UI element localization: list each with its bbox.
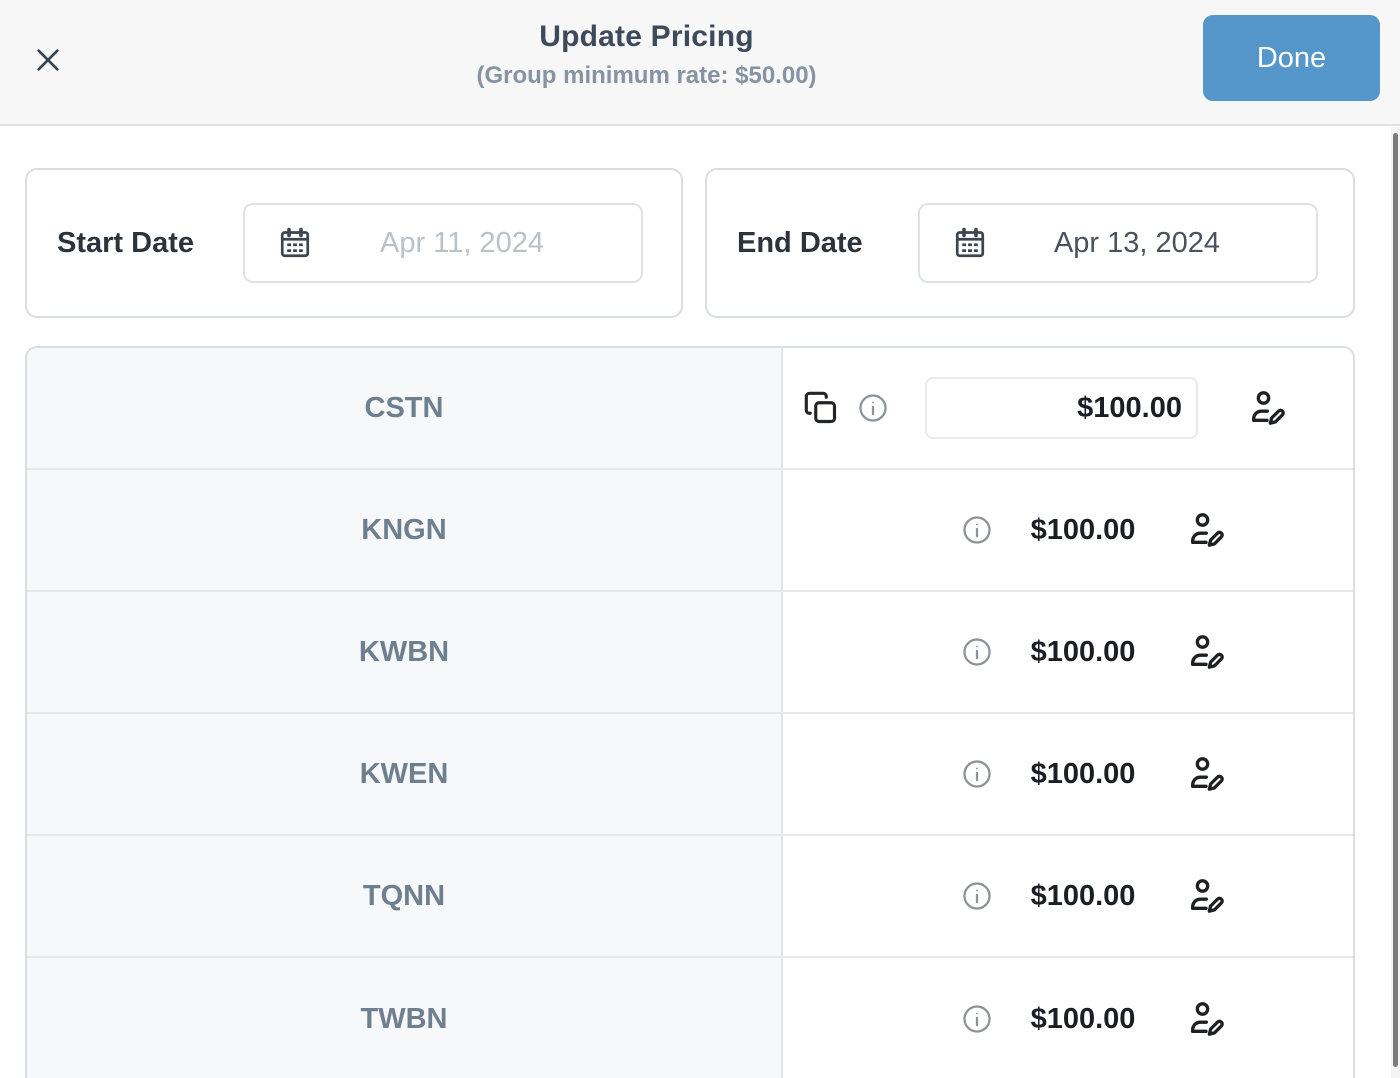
close-icon[interactable] (30, 42, 66, 78)
price-value: $100.00 (1030, 513, 1136, 546)
edit-person-icon[interactable] (1198, 388, 1286, 428)
end-date-value: Apr 13, 2024 (1053, 226, 1221, 259)
end-date-label: End Date (737, 226, 863, 259)
info-icon[interactable] (961, 514, 993, 546)
start-date-label: Start Date (57, 226, 194, 259)
end-date-card: End Date Apr 13, 2024 (705, 168, 1355, 318)
room-code-cell: KNGN (27, 470, 783, 590)
price-cell (783, 348, 1353, 468)
edit-person-icon[interactable] (1135, 632, 1225, 672)
room-code-cell: KWEN (27, 714, 783, 834)
start-date-value: Apr 11, 2024 (380, 226, 544, 259)
done-button[interactable]: Done (1203, 15, 1380, 101)
info-icon[interactable] (961, 880, 993, 912)
edit-person-icon[interactable] (1135, 999, 1225, 1039)
table-row: TWBN $100.00 (27, 958, 1353, 1078)
edit-person-icon[interactable] (1135, 876, 1225, 916)
pricing-table: CSTNKNGN$100.00KWBN$100.00KWEN$100.00TQN… (25, 346, 1355, 1078)
scrollbar-thumb[interactable] (1393, 133, 1398, 1067)
info-icon[interactable] (961, 758, 993, 790)
start-date-field[interactable]: Apr 11, 2024 (243, 203, 643, 283)
page-title: Update Pricing (539, 20, 754, 53)
price-cell: $100.00 (783, 470, 1353, 590)
calendar-icon (280, 227, 310, 258)
price-value: $100.00 (1030, 757, 1136, 790)
price-cell: $100.00 (783, 836, 1353, 956)
group-minimum-rate-subtitle: (Group minimum rate: $50.00) (476, 62, 817, 89)
modal-header: Update Pricing (Group minimum rate: $50.… (0, 0, 1400, 126)
price-value: $100.00 (1030, 635, 1136, 668)
end-date-field[interactable]: Apr 13, 2024 (918, 203, 1318, 283)
copy-icon[interactable] (803, 390, 839, 426)
room-code-cell: TWBN (27, 958, 783, 1078)
price-input[interactable] (925, 377, 1198, 439)
table-row: KNGN $100.00 (27, 470, 1353, 592)
room-code-cell: TQNN (27, 836, 783, 956)
price-value: $100.00 (1030, 879, 1136, 912)
edit-person-icon[interactable] (1135, 754, 1225, 794)
info-icon[interactable] (961, 636, 993, 668)
calendar-icon (955, 227, 985, 258)
room-code-cell: CSTN (27, 348, 783, 468)
price-cell: $100.00 (783, 592, 1353, 712)
modal-title-block: Update Pricing (Group minimum rate: $50.… (90, 20, 1203, 90)
start-date-card: Start Date Apr 11, 2024 (25, 168, 683, 318)
edit-person-icon[interactable] (1135, 510, 1225, 550)
table-row: TQNN $100.00 (27, 836, 1353, 958)
table-row: KWEN $100.00 (27, 714, 1353, 836)
info-icon[interactable] (839, 392, 889, 424)
price-cell: $100.00 (783, 958, 1353, 1078)
table-row: KWBN $100.00 (27, 592, 1353, 714)
table-row: CSTN (27, 348, 1353, 470)
room-code-cell: KWBN (27, 592, 783, 712)
price-value: $100.00 (1030, 1002, 1136, 1035)
info-icon[interactable] (961, 1003, 993, 1035)
price-cell: $100.00 (783, 714, 1353, 834)
